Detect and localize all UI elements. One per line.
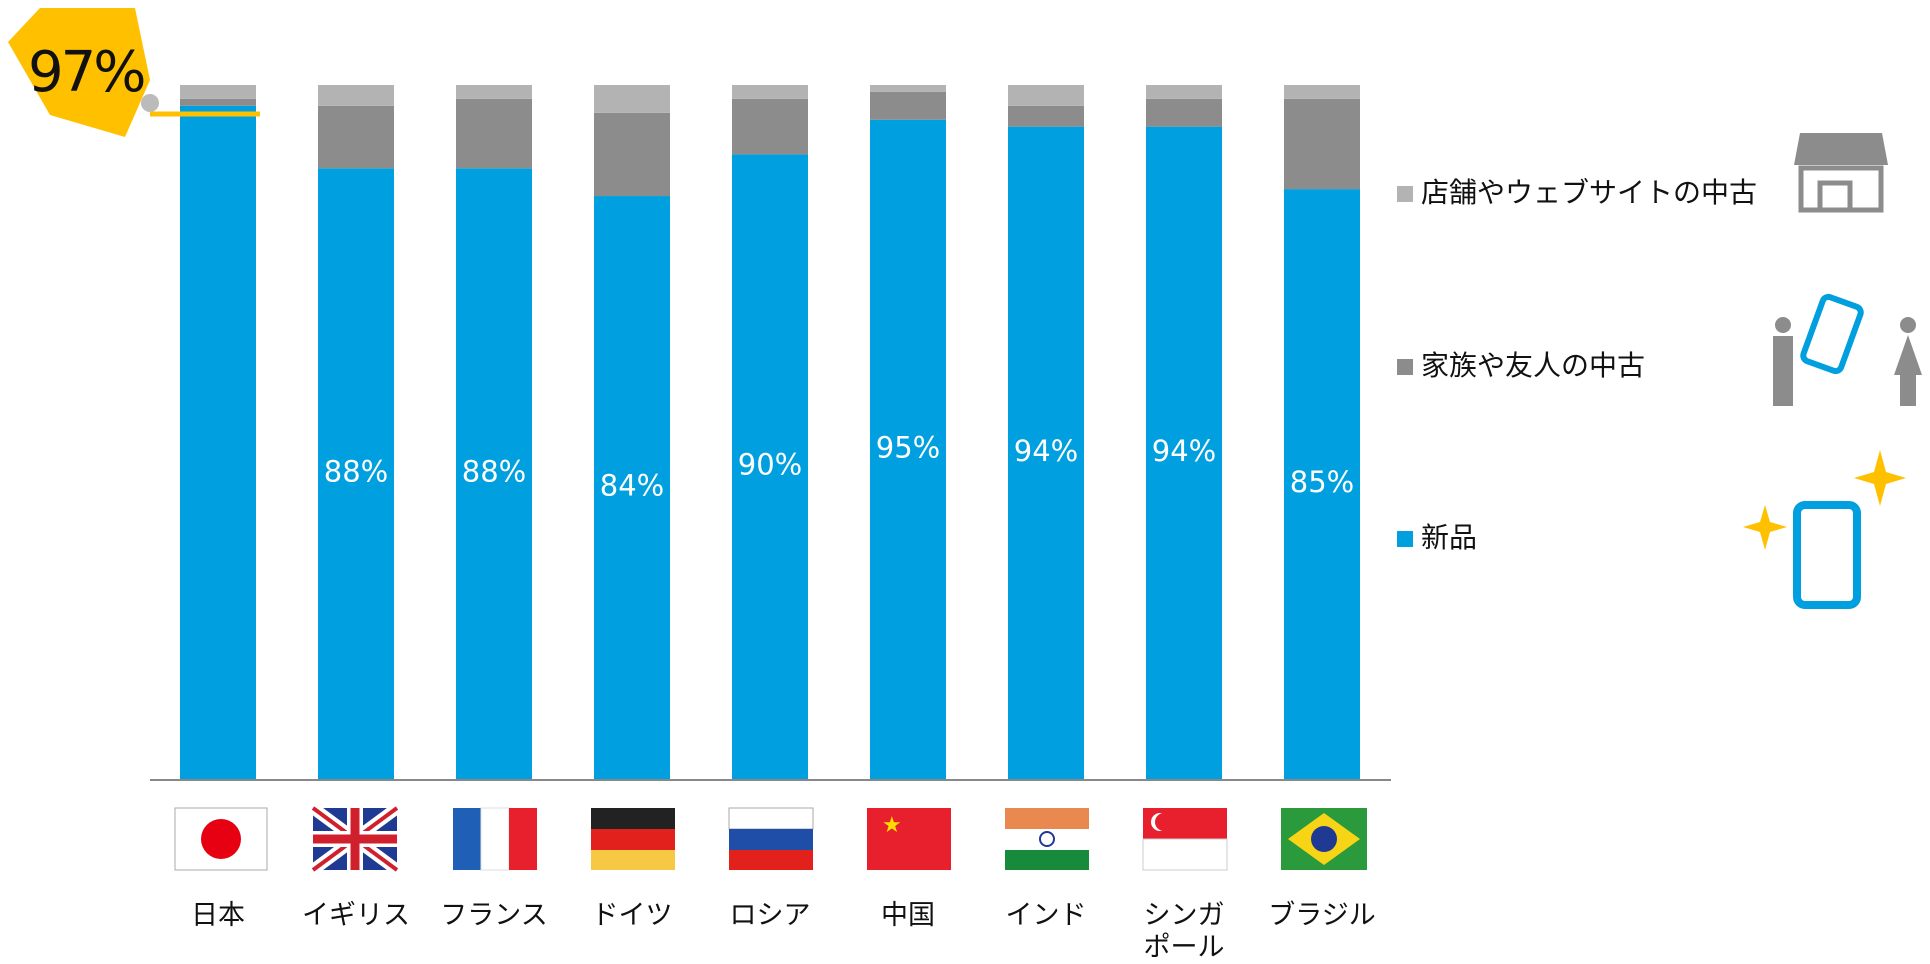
value-label: 88% <box>462 455 526 489</box>
value-label: 97% <box>28 40 144 105</box>
category-label: ドイツ <box>591 900 673 931</box>
value-label: 88% <box>324 455 388 489</box>
value-label: 84% <box>600 469 664 503</box>
legend-icons <box>1743 133 1922 609</box>
bar-segment <box>1284 189 1360 780</box>
tag-hole <box>141 94 159 112</box>
bar-segment <box>456 85 532 99</box>
value-label: 95% <box>876 430 940 464</box>
bar-segment <box>870 91 946 120</box>
flag-france <box>453 807 537 871</box>
legend-swatch <box>1397 531 1413 547</box>
flag-brazil <box>1281 808 1367 870</box>
flag-russia <box>728 807 814 870</box>
bars: 88% 88% 84% 90% 95% 94% 94% 85% <box>180 85 1360 780</box>
value-label: 94% <box>1152 434 1216 468</box>
bar-segment <box>1008 105 1084 127</box>
flags: ★ <box>174 803 1367 875</box>
flag-china: ★ <box>867 808 951 870</box>
bar-segment <box>318 168 394 779</box>
category-label: インド <box>1005 900 1087 931</box>
flag-uk <box>309 803 401 875</box>
bar-segment <box>1284 85 1360 99</box>
legend-label: 新品 <box>1421 521 1477 554</box>
category-label: 日本 <box>191 900 245 931</box>
category-label: シンガポール <box>1143 900 1225 963</box>
bar-segment <box>1146 126 1222 779</box>
legend-label: 家族や友人の中古 <box>1421 349 1645 382</box>
bar-segment <box>180 98 256 106</box>
legend: 新品 家族や友人の中古 店舗やウェブサイトの中古 <box>1397 176 1757 554</box>
bar-segment <box>594 85 670 113</box>
legend-label: 店舗やウェブサイトの中古 <box>1421 176 1757 209</box>
category-label: イギリス <box>302 900 410 931</box>
category-label: ロシア <box>729 900 811 931</box>
bar-segment <box>1146 98 1222 127</box>
bar-segment <box>318 85 394 106</box>
flag-india <box>1005 808 1089 870</box>
bar-segment <box>1008 126 1084 779</box>
legend-swatch <box>1397 359 1413 375</box>
category-label: ブラジル <box>1268 900 1376 931</box>
bar-segment <box>732 85 808 99</box>
bar-segment <box>180 105 256 779</box>
bar-segment <box>318 105 394 169</box>
bar-segment <box>732 98 808 155</box>
bar-segment <box>456 98 532 169</box>
value-label: 90% <box>738 448 802 482</box>
bar-segment <box>870 85 946 92</box>
bar-segment <box>456 168 532 779</box>
japan-tag <box>8 8 150 137</box>
category-label: フランス <box>440 900 548 931</box>
bar-segment <box>1284 98 1360 190</box>
bar-segment <box>732 154 808 779</box>
bar-segment <box>594 196 670 780</box>
flag-germany <box>591 808 675 870</box>
value-label: 85% <box>1290 465 1354 499</box>
category-label: 中国 <box>881 900 935 931</box>
bar-segment <box>180 85 256 99</box>
bar-segment <box>870 119 946 779</box>
bar-segment <box>1008 85 1084 106</box>
legend-swatch <box>1397 186 1413 202</box>
value-label: 94% <box>1014 434 1078 468</box>
flag-japan <box>174 807 268 871</box>
svg-text:★: ★ <box>882 813 902 838</box>
bar-segment <box>594 112 670 197</box>
flag-singapore <box>1142 808 1228 871</box>
bar-segment <box>1146 85 1222 99</box>
